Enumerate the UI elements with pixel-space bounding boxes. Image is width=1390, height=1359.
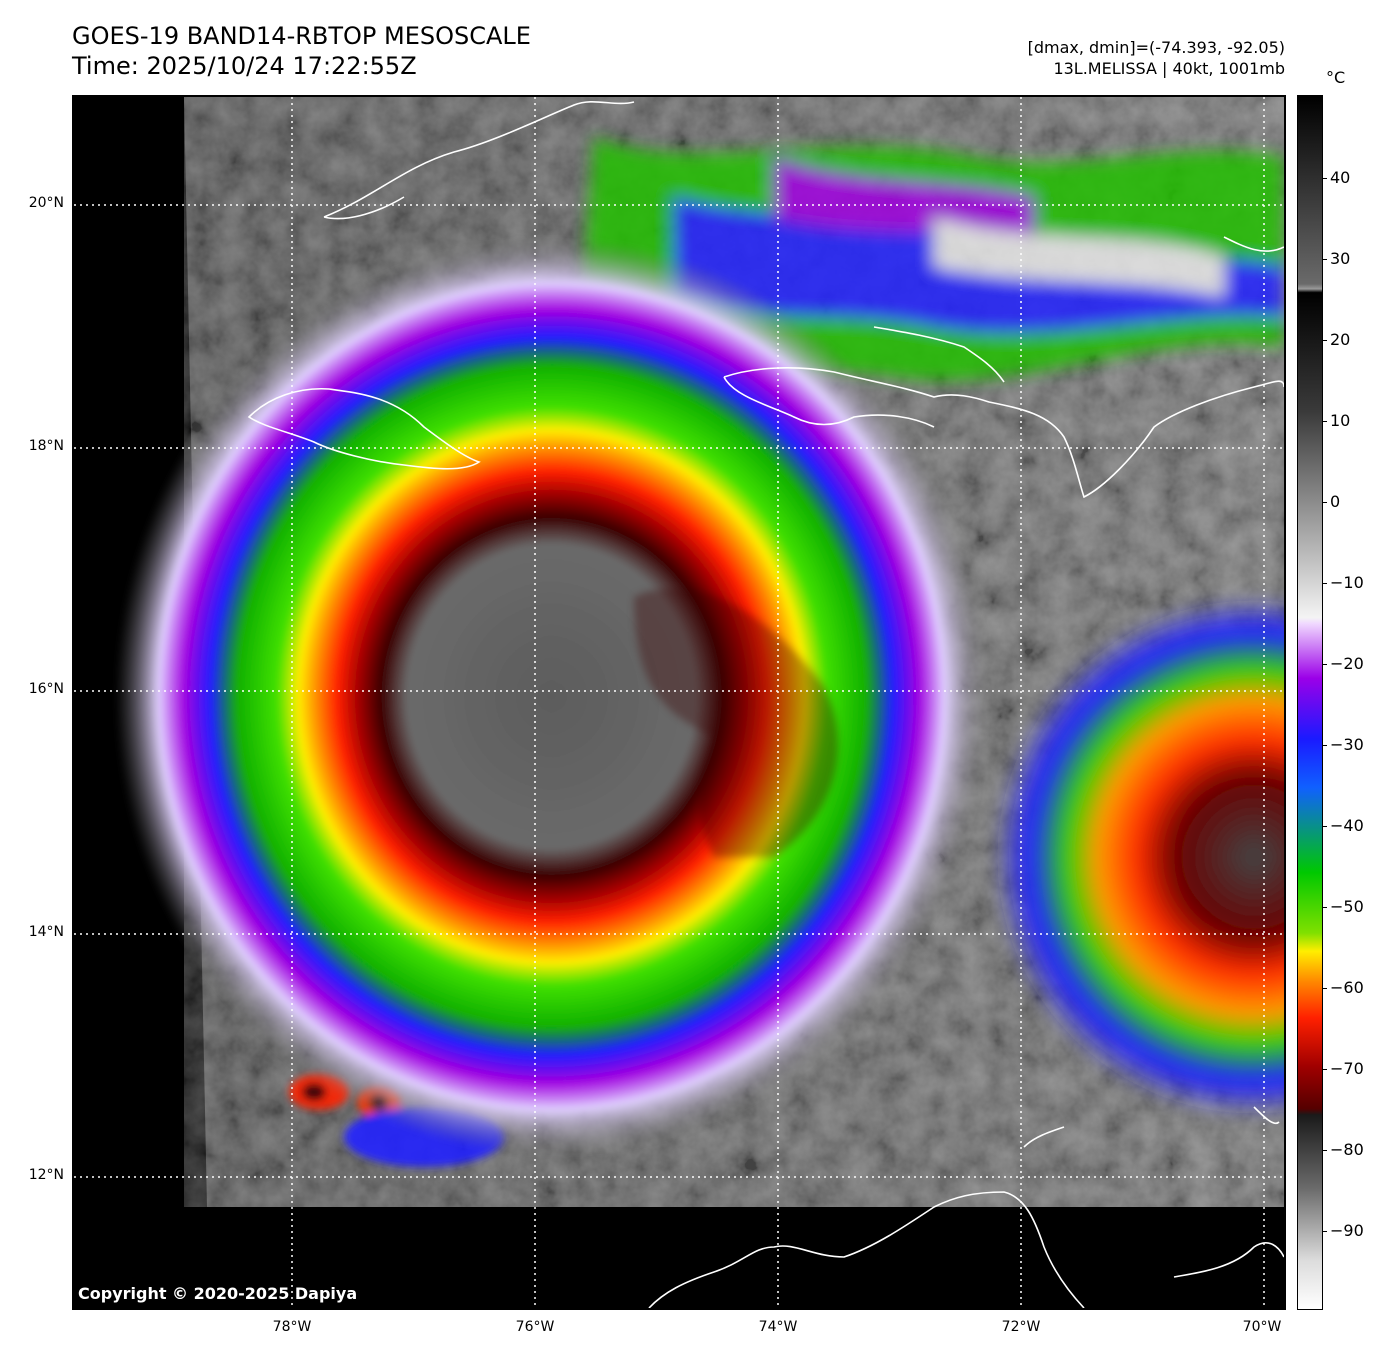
colorbar-tick-label: −40: [1330, 816, 1364, 835]
colorbar-tick-mark: [1322, 988, 1327, 989]
stats-line: [dmax, dmin]=(-74.393, -92.05): [1027, 38, 1285, 57]
colorbar-tick-mark: [1322, 583, 1327, 584]
colorbar-unit: °C: [1326, 68, 1346, 87]
colorbar-tick-mark: [1322, 664, 1327, 665]
map-time: Time: 2025/10/24 17:22:55Z: [72, 52, 417, 80]
colorbar-tick-mark: [1322, 178, 1327, 179]
colorbar-tick-mark: [1322, 421, 1327, 422]
colorbar: [1297, 95, 1323, 1310]
colorbar-tick-label: −60: [1330, 978, 1364, 997]
satellite-map: [72, 95, 1286, 1310]
lon-label-78w: 78°W: [272, 1319, 312, 1335]
colorbar-tick-label: 40: [1330, 168, 1351, 187]
lat-label-12n: 12°N: [28, 1167, 64, 1183]
colorbar-tick-mark: [1322, 745, 1327, 746]
lon-label-74w: 74°W: [758, 1319, 798, 1335]
copyright-text: Copyright © 2020-2025 Dapiya: [78, 1284, 358, 1303]
storm-info: 13L.MELISSA | 40kt, 1001mb: [1053, 59, 1285, 78]
colorbar-tick-label: −20: [1330, 654, 1364, 673]
lat-label-20n: 20°N: [28, 195, 64, 211]
colorbar-tick-label: −90: [1330, 1221, 1364, 1240]
lon-label-72w: 72°W: [1001, 1319, 1041, 1335]
colorbar-tick-label: 20: [1330, 330, 1351, 349]
lat-label-16n: 16°N: [28, 681, 64, 697]
colorbar-tick-label: 30: [1330, 249, 1351, 268]
colorbar-tick-label: −10: [1330, 573, 1364, 592]
colorbar-tick-mark: [1322, 907, 1327, 908]
colorbar-tick-label: −50: [1330, 897, 1364, 916]
colorbar-tick-label: −70: [1330, 1059, 1364, 1078]
lat-label-18n: 18°N: [28, 438, 64, 454]
map-title: GOES-19 BAND14-RBTOP MESOSCALE: [72, 22, 531, 50]
colorbar-tick-mark: [1322, 826, 1327, 827]
colorbar-tick-mark: [1322, 259, 1327, 260]
colorbar-tick-mark: [1322, 502, 1327, 503]
colorbar-tick-label: 10: [1330, 411, 1351, 430]
satellite-imagery: [74, 97, 1284, 1308]
colorbar-tick-mark: [1322, 340, 1327, 341]
colorbar-tick-label: −30: [1330, 735, 1364, 754]
lon-label-76w: 76°W: [515, 1319, 555, 1335]
colorbar-tick-mark: [1322, 1150, 1327, 1151]
coastlines: [247, 100, 1284, 1308]
lon-label-70w: 70°W: [1242, 1319, 1282, 1335]
colorbar-tick-label: −80: [1330, 1140, 1364, 1159]
colorbar-tick-mark: [1322, 1231, 1327, 1232]
colorbar-tick-mark: [1322, 1069, 1327, 1070]
lat-label-14n: 14°N: [28, 924, 64, 940]
colorbar-tick-label: 0: [1330, 492, 1341, 511]
